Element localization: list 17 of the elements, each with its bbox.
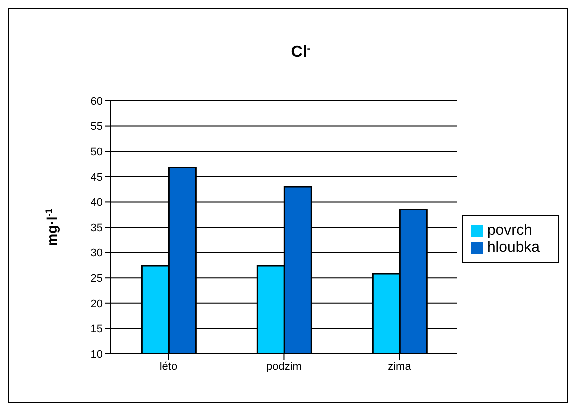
y-tick-label: 15 [90, 324, 103, 336]
y-tick-label: 20 [90, 298, 103, 310]
chart-title: Cl$^{-}$ [291, 44, 312, 61]
y-tick-label: 25 [90, 273, 103, 286]
y-tick-label: 60 [90, 96, 103, 108]
y-tick-label: 10 [90, 348, 103, 361]
y-tick-label: 30 [90, 248, 103, 260]
y-tick-label: 45 [90, 172, 103, 184]
y-tick-label: 35 [90, 222, 103, 234]
x-tick-label: léto [160, 360, 178, 373]
y-tick-label: 55 [90, 121, 103, 134]
legend-label: hloubka [487, 239, 540, 256]
legend-label: povrch [487, 222, 532, 239]
x-tick-label: podzim [266, 360, 302, 373]
x-tick-label: zima [388, 360, 412, 373]
y-tick-label: 40 [90, 197, 103, 210]
y-tick-label: 50 [90, 146, 103, 159]
